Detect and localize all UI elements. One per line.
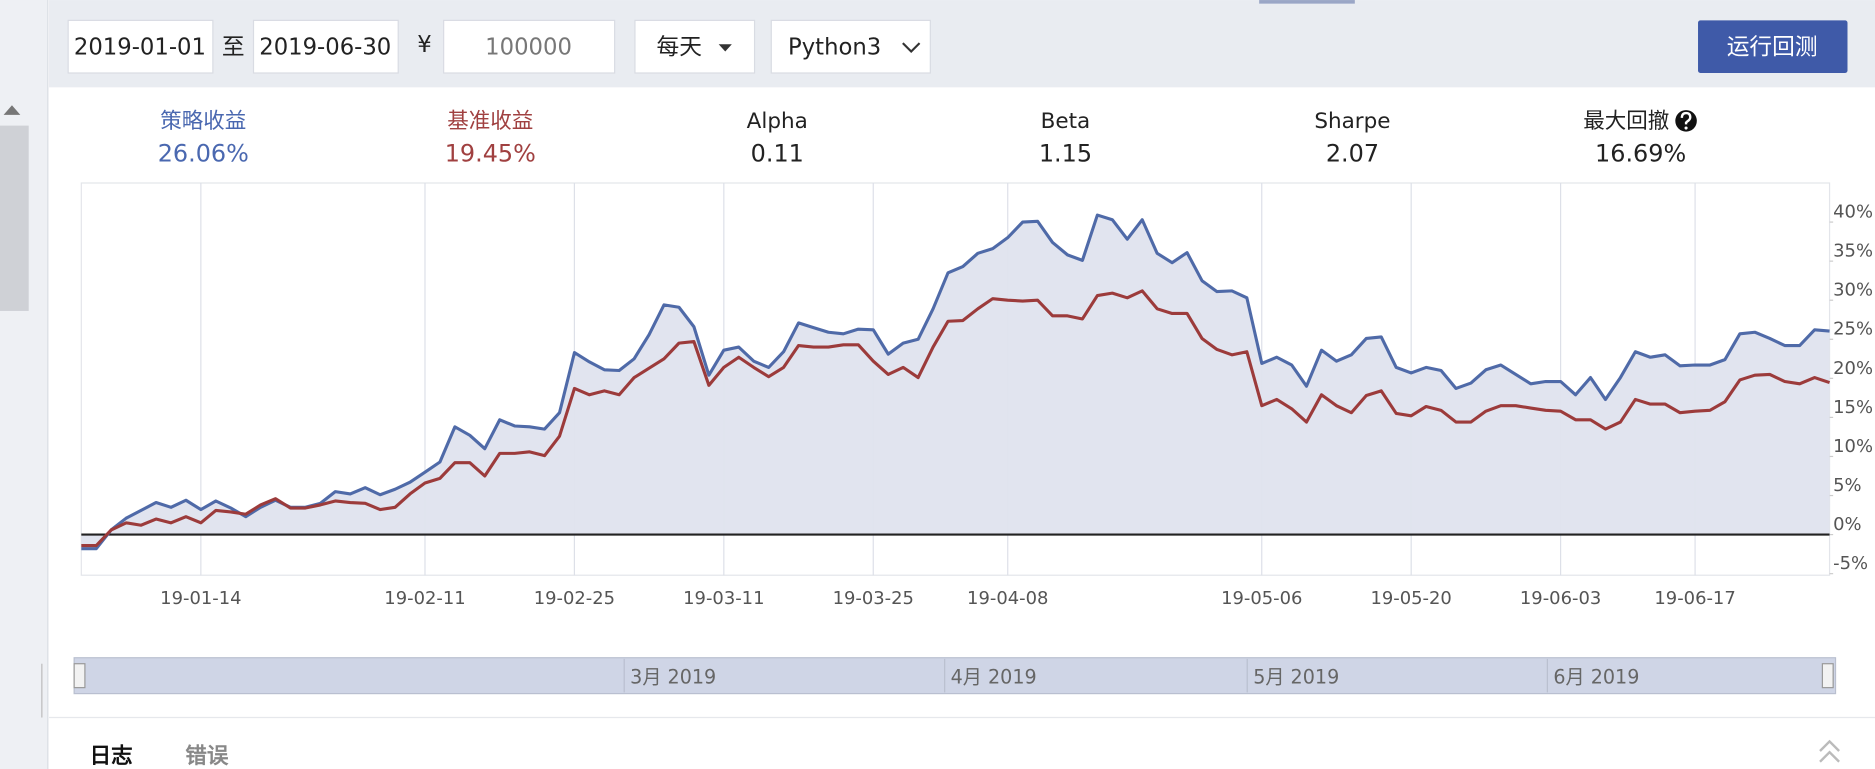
stat-value: 16.69% bbox=[1595, 139, 1686, 167]
series-line bbox=[81, 213, 1830, 551]
x-tick-label: 19-04-08 bbox=[967, 588, 1048, 609]
capital: 100000 bbox=[485, 34, 572, 60]
y-tick-label: 35% bbox=[1833, 241, 1873, 262]
stat-value: 26.06% bbox=[158, 139, 249, 167]
stat-label: 策略收益 bbox=[160, 109, 246, 134]
frequency-select[interactable] bbox=[634, 19, 756, 74]
run-button[interactable] bbox=[1698, 20, 1848, 73]
dropdown-chevron bbox=[902, 42, 921, 53]
stat-value: 0.11 bbox=[751, 139, 804, 167]
tab-errors[interactable]: 错误 bbox=[185, 744, 229, 769]
language: Python3 bbox=[788, 34, 881, 60]
navigator-label: 3月 2019 bbox=[630, 666, 716, 689]
x-tick-label: 19-01-14 bbox=[160, 588, 241, 609]
sidebar bbox=[0, 0, 48, 769]
tab-log[interactable]: 日志 bbox=[90, 744, 133, 769]
help-circle bbox=[1675, 110, 1697, 132]
help-dot bbox=[1684, 126, 1688, 130]
start-date-input[interactable] bbox=[67, 19, 214, 74]
language-select[interactable] bbox=[770, 19, 931, 74]
currency: ¥ bbox=[417, 32, 431, 58]
y-tick-label: 30% bbox=[1833, 280, 1873, 301]
stat-label: 最大回撤 bbox=[1583, 109, 1669, 134]
dropdown-caret bbox=[718, 44, 732, 52]
collapse-icon[interactable] bbox=[1819, 739, 1840, 763]
stat-label: Alpha bbox=[747, 109, 808, 134]
x-tick-label: 19-02-11 bbox=[384, 588, 465, 609]
capital-input[interactable] bbox=[443, 19, 616, 74]
scroll-up-arrow[interactable] bbox=[3, 105, 21, 115]
help-glyph bbox=[1680, 111, 1692, 125]
x-tick-label: 19-06-03 bbox=[1520, 588, 1601, 609]
plot: 19-01-14 19-02-11 19-02-25 19-03-11 19-03-25… bbox=[81, 183, 1873, 609]
x-tick-label: 19-05-20 bbox=[1370, 588, 1451, 609]
frequency: 每天 bbox=[656, 34, 701, 60]
y-tick-label: -5% bbox=[1833, 553, 1868, 574]
end-date: 2019-06-30 bbox=[259, 34, 391, 60]
stat-label: Sharpe bbox=[1314, 109, 1390, 134]
stat-value: 19.45% bbox=[445, 139, 536, 167]
navigator-label: 6月 2019 bbox=[1553, 666, 1639, 689]
start-date: 2019-01-01 bbox=[74, 34, 206, 60]
y-tick-label: 25% bbox=[1833, 319, 1873, 340]
navigator-handle[interactable] bbox=[1821, 663, 1834, 689]
y-tick-label: 15% bbox=[1833, 397, 1873, 418]
stat-label: 基准收益 bbox=[447, 109, 533, 134]
x-tick-label: 19-03-25 bbox=[833, 588, 914, 609]
x-tick-label: 19-05-06 bbox=[1221, 588, 1302, 609]
stat-value: 1.15 bbox=[1039, 139, 1092, 167]
navigator-axis: 3月 2019 4月 2019 5月 2019 6月 2019 bbox=[623, 658, 1639, 693]
navigator-handle[interactable] bbox=[73, 663, 86, 689]
y-tick-label: 10% bbox=[1833, 436, 1873, 457]
to-label: 至 bbox=[222, 34, 245, 60]
x-tick-label: 19-02-25 bbox=[534, 588, 615, 609]
navigator-label: 5月 2019 bbox=[1253, 666, 1339, 689]
y-tick-label: 40% bbox=[1833, 202, 1873, 223]
y-tick-label: 5% bbox=[1833, 475, 1861, 496]
series-line bbox=[81, 289, 1831, 548]
y-tick-label: 0% bbox=[1833, 514, 1861, 535]
navigator-label: 4月 2019 bbox=[951, 666, 1037, 689]
stat-value: 2.07 bbox=[1326, 139, 1379, 167]
tab-indicator bbox=[1259, 0, 1355, 4]
y-tick-label: 20% bbox=[1833, 358, 1873, 379]
end-date-input[interactable] bbox=[252, 19, 399, 74]
scrollbar-thumb[interactable] bbox=[0, 125, 29, 311]
x-tick-label: 19-03-11 bbox=[683, 588, 764, 609]
run-button-label: 运行回测 bbox=[1727, 34, 1818, 60]
navigator[interactable] bbox=[73, 657, 1837, 695]
area bbox=[81, 215, 1830, 549]
stat-label: Beta bbox=[1041, 109, 1091, 134]
help-icon[interactable] bbox=[1675, 110, 1697, 132]
x-tick-label: 19-06-17 bbox=[1654, 588, 1735, 609]
